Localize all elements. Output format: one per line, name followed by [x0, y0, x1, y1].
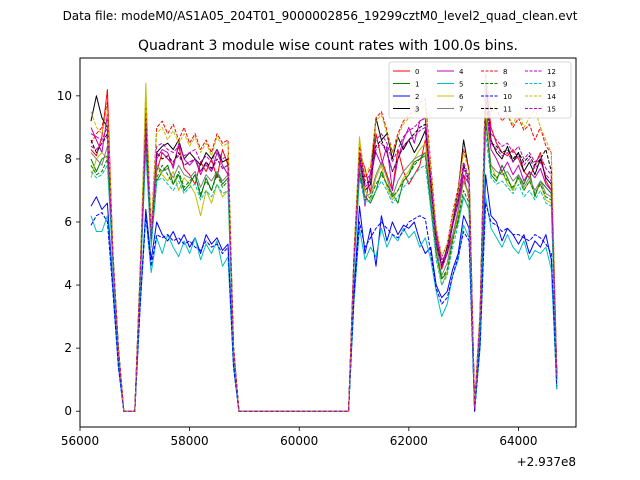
series-line-11: [90, 95, 558, 412]
chart-title: Quadrant 3 module wise count rates with …: [138, 38, 518, 54]
y-tick-label: 0: [64, 404, 72, 418]
y-tick-label: 10: [57, 89, 72, 103]
legend-label-13: 13: [547, 81, 556, 89]
series-line-9: [90, 120, 558, 412]
legend-label-2: 2: [415, 93, 419, 101]
legend-label-11: 11: [503, 106, 512, 114]
x-tick-label: 58000: [171, 434, 209, 448]
x-tick-label: 64000: [499, 434, 537, 448]
x-tick-label: 56000: [61, 434, 99, 448]
legend-label-9: 9: [503, 81, 507, 89]
series-line-13: [90, 133, 558, 412]
suptitle: Data file: modeM0/AS1A05_204T01_90000028…: [63, 9, 578, 23]
series-line-15: [90, 101, 558, 412]
legend-label-8: 8: [503, 68, 507, 76]
legend-label-7: 7: [459, 106, 463, 114]
x-tick-label: 60000: [280, 434, 318, 448]
y-tick-label: 2: [64, 341, 72, 355]
x-tick-label: 62000: [390, 434, 428, 448]
plot-series-group: [90, 73, 558, 412]
series-line-7: [90, 120, 558, 412]
series-line-5: [90, 196, 558, 412]
legend-label-3: 3: [415, 106, 419, 114]
y-tick-label: 4: [64, 278, 72, 292]
legend-label-5: 5: [459, 81, 463, 89]
x-offset-label: +2.937e8: [517, 455, 576, 469]
legend-label-6: 6: [459, 93, 464, 101]
series-line-4: [90, 104, 558, 412]
legend-label-10: 10: [503, 93, 512, 101]
plot-frame: [79, 57, 577, 428]
legend-label-1: 1: [415, 81, 419, 89]
legend-box: [388, 61, 572, 119]
legend-label-0: 0: [415, 68, 419, 76]
legend-label-14: 14: [547, 93, 556, 101]
x-axis: 56000 58000 60000 62000 64000: [61, 427, 538, 448]
legend-label-4: 4: [459, 68, 464, 76]
y-tick-label: 6: [64, 215, 72, 229]
y-axis: 0 2 4 6 8 10: [57, 89, 80, 418]
series-line-10: [90, 202, 558, 412]
legend-label-15: 15: [547, 106, 556, 114]
series-line-2: [90, 174, 558, 412]
y-tick-label: 8: [64, 152, 72, 166]
legend-label-12: 12: [547, 68, 556, 76]
